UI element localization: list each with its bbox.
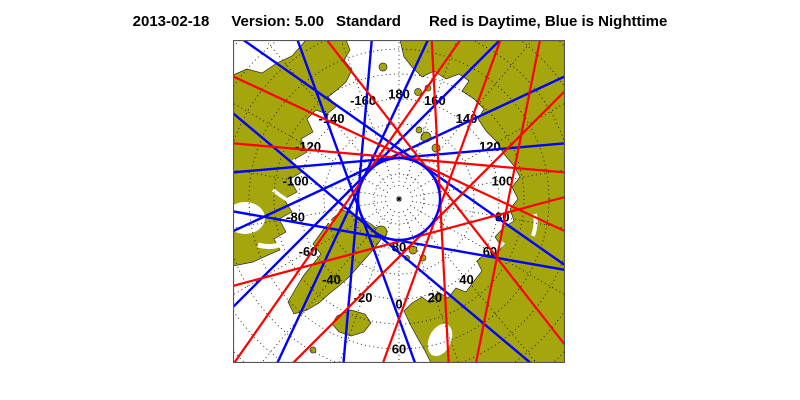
longitude-label: 40 — [459, 272, 473, 287]
land-svalbard — [408, 245, 418, 255]
longitude-label: 20 — [428, 290, 442, 305]
land-island — [414, 88, 422, 96]
longitude-label: -20 — [354, 290, 373, 305]
orbit-tracks — [233, 40, 565, 363]
land-island — [378, 62, 388, 72]
title-mode: Standard — [335, 13, 401, 30]
terminator-circle — [356, 156, 442, 242]
longitude-label: -100 — [283, 173, 309, 188]
longitude-label: 0 — [395, 297, 402, 312]
longitude-label: -160 — [350, 93, 376, 108]
title-date: 2013-02-18 — [132, 13, 210, 30]
longitude-label: 140 — [456, 111, 478, 126]
land-island — [431, 143, 441, 153]
longitude-label: 100 — [492, 173, 514, 188]
land-island — [415, 126, 423, 134]
title-version: Version: 5.00 — [231, 13, 324, 30]
pole-mark — [396, 196, 402, 202]
polar-map: 180 160 140 120 100 80 60 40 20 0 -20 -40 -60 -80 -100… — [233, 40, 565, 363]
polar-map-svg: 180 160140120100806040200-20-40-60-80-100… — [233, 40, 565, 363]
map-frame — [233, 40, 565, 363]
longitude-label: -60 — [299, 244, 318, 259]
title-legend: Red is Daytime, Blue is Nighttime — [428, 13, 668, 30]
chart-title: 2013-02-18 Version: 5.00 Standard Red is Da… — [0, 13, 800, 30]
longitude-label: -40 — [322, 272, 341, 287]
land-island — [309, 346, 317, 354]
land-iceland — [331, 309, 372, 337]
daytime-track — [474, 40, 542, 363]
latitude-label: 60 — [392, 342, 406, 357]
